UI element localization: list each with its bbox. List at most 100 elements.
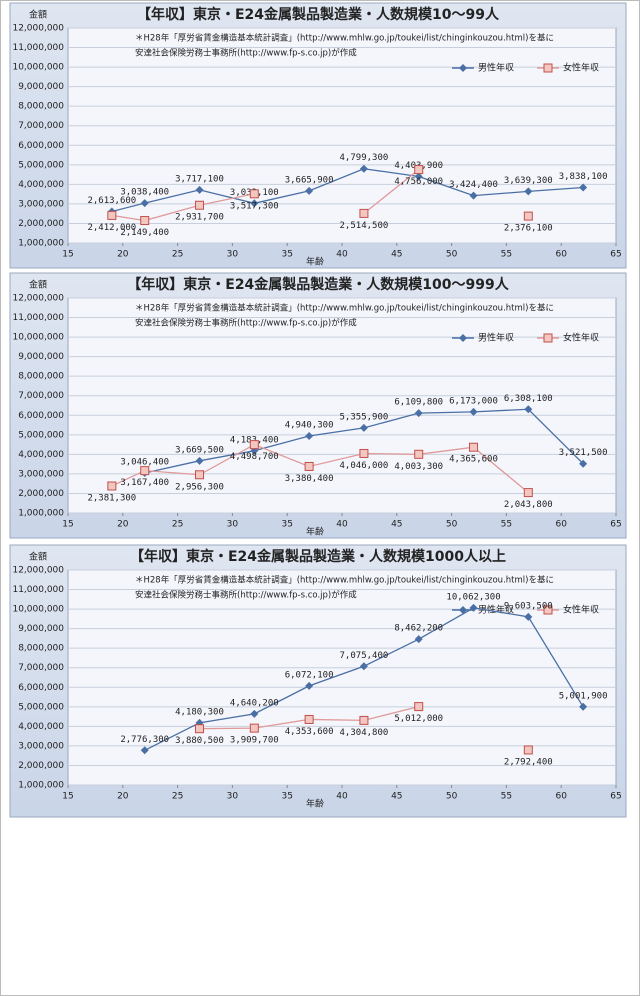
x-tick-label: 65 [610, 520, 621, 530]
y-tick-label: 10,000,000 [12, 605, 64, 615]
point [359, 448, 369, 458]
point [359, 715, 369, 725]
point [140, 199, 149, 208]
y-tick-label: 7,000,000 [18, 663, 64, 673]
point [469, 442, 479, 452]
point [140, 216, 150, 226]
y-tick-label: 3,000,000 [18, 469, 64, 479]
legend-marker [459, 64, 467, 72]
point [524, 612, 533, 621]
point [250, 709, 259, 718]
y-tick-label: 10,000,000 [12, 63, 64, 73]
data-label: 2,613,600 [87, 196, 136, 206]
data-label: 3,665,900 [285, 175, 334, 185]
data-label: 4,046,000 [340, 461, 389, 471]
data-label: 4,003,300 [394, 462, 443, 472]
point [304, 461, 314, 471]
data-label: 3,046,400 [120, 458, 169, 468]
y-tick-label: 9,000,000 [18, 624, 64, 634]
data-label: 3,167,400 [120, 478, 169, 488]
point [359, 164, 368, 173]
point [414, 635, 423, 644]
y-tick-label: 2,000,000 [18, 761, 64, 771]
data-label: 4,498,700 [230, 452, 279, 462]
point [305, 186, 314, 195]
y-tick-label: 7,000,000 [18, 121, 64, 131]
point [579, 702, 588, 711]
data-label: 6,072,100 [285, 670, 334, 680]
y-tick-label: 9,000,000 [18, 82, 64, 92]
legend-marker [459, 334, 467, 342]
x-tick-label: 20 [117, 520, 129, 530]
x-tick-label: 15 [62, 792, 73, 802]
point [305, 431, 314, 440]
y-tick-label: 4,000,000 [18, 180, 64, 190]
point [359, 208, 369, 218]
x-tick-label: 45 [391, 792, 402, 802]
y-tick-label: 12,000,000 [12, 294, 64, 304]
data-label: 3,639,300 [504, 176, 553, 186]
y-tick-label: 8,000,000 [18, 372, 64, 382]
data-label: 10,062,300 [446, 592, 500, 602]
y-tick-label: 7,000,000 [18, 391, 64, 401]
plot-area [67, 27, 617, 244]
chart-panel: 1,000,000 2,000,000 3,000,000 4,000,000 5,00… [9, 2, 627, 269]
point [579, 183, 588, 192]
x-tick-label: 60 [555, 250, 567, 260]
y-axis-label: 金額 [29, 551, 47, 563]
x-tick-label: 50 [446, 250, 458, 260]
data-label: 6,308,100 [504, 394, 553, 404]
x-tick-label: 60 [555, 520, 567, 530]
y-tick-label: 3,000,000 [18, 199, 64, 209]
y-tick-label: 3,000,000 [18, 741, 64, 751]
y-tick-label: 5,000,000 [18, 430, 64, 440]
source-note: 安達社会保険労務士事務所(http://www.fp-s.co.jp)が作成 [135, 590, 357, 601]
x-tick-label: 60 [555, 792, 567, 802]
x-axis-label: 年齢 [306, 256, 324, 268]
data-label: 5,355,900 [340, 412, 389, 422]
point [523, 211, 533, 221]
x-tick-label: 15 [62, 520, 73, 530]
point [414, 449, 424, 459]
point [195, 185, 204, 194]
y-axis-label: 金額 [29, 279, 47, 291]
y-tick-label: 11,000,000 [12, 313, 64, 323]
x-tick-label: 25 [172, 792, 183, 802]
source-note: ＊H28年「厚労省賃金構造基本統計調査」(http://www.mhlw.go.… [135, 33, 554, 44]
point [250, 199, 259, 208]
legend-marker [543, 605, 553, 615]
series-line [111, 168, 584, 213]
data-label: 4,940,300 [285, 420, 334, 430]
data-label: 2,514,500 [340, 221, 389, 231]
x-tick-label: 20 [117, 792, 129, 802]
y-tick-label: 12,000,000 [12, 24, 64, 34]
y-tick-label: 11,000,000 [12, 585, 64, 595]
y-tick-label: 4,000,000 [18, 722, 64, 732]
data-label: 3,909,700 [230, 736, 279, 746]
y-tick-label: 5,000,000 [18, 160, 64, 170]
chart-panel: 1,000,000 2,000,000 3,000,000 4,000,000 5,00… [9, 544, 627, 818]
data-label: 2,792,400 [504, 757, 553, 767]
data-label: 3,669,500 [175, 445, 224, 455]
data-label: 4,304,800 [340, 728, 389, 738]
x-tick-label: 25 [172, 250, 183, 260]
point [195, 470, 205, 480]
y-tick-label: 6,000,000 [18, 683, 64, 693]
x-tick-label: 55 [501, 792, 512, 802]
data-label: 2,931,700 [175, 213, 224, 223]
point [195, 200, 205, 210]
point [249, 723, 259, 733]
source-note: 安達社会保険労務士事務所(http://www.fp-s.co.jp)が作成 [135, 48, 357, 59]
x-tick-label: 20 [117, 250, 129, 260]
y-tick-label: 2,000,000 [18, 219, 64, 229]
data-label: 7,075,400 [340, 651, 389, 661]
data-label: 3,038,400 [120, 188, 169, 198]
point [195, 456, 204, 465]
data-label: 2,956,300 [175, 482, 224, 492]
x-tick-label: 65 [610, 792, 621, 802]
legend-label: 女性年収 [563, 604, 599, 616]
point [359, 662, 368, 671]
point [414, 702, 424, 712]
x-axis-label: 年齢 [306, 526, 324, 538]
